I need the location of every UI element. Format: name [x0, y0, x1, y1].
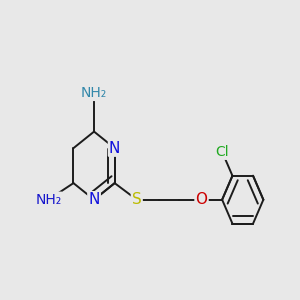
Text: NH₂: NH₂ — [35, 193, 62, 207]
Text: O: O — [196, 192, 208, 207]
Text: N: N — [88, 192, 100, 207]
Text: S: S — [132, 192, 142, 207]
Text: Cl: Cl — [215, 145, 229, 159]
Text: NH₂: NH₂ — [81, 86, 107, 100]
Text: N: N — [109, 141, 120, 156]
